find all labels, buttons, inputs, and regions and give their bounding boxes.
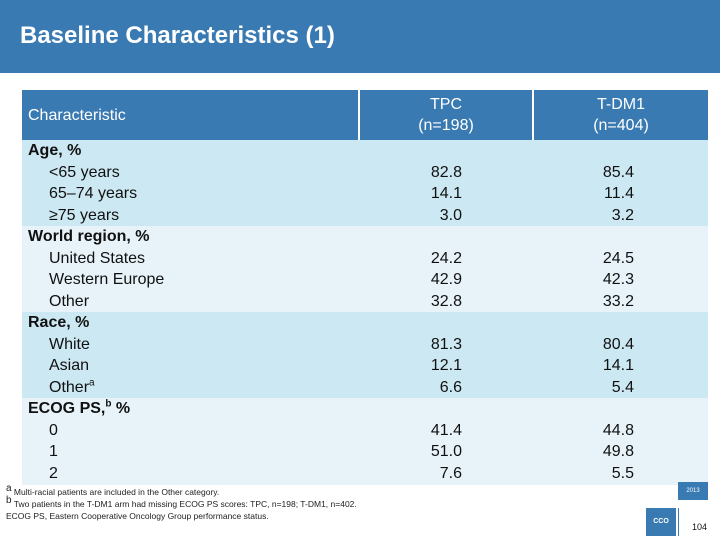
table-cell: 3.0 [439, 206, 462, 224]
tpc-values-age: 82.8 14.1 3.0 [402, 162, 462, 227]
row-label: White [49, 335, 90, 353]
table-cell: 5.4 [611, 378, 634, 396]
table-cell: 12.1 [430, 357, 462, 374]
slide-header: Baseline Characteristics (1) [0, 0, 720, 73]
table-cell: 33.2 [602, 292, 634, 310]
row-label: <65 years [49, 163, 120, 181]
table-header-row: Characteristic TPC (n=198) T-DM1 (n=404) [22, 90, 708, 140]
header-separator [358, 90, 360, 140]
footnote-b: b Two patients in the T-DM1 arm had miss… [6, 495, 357, 509]
cco-logo: CCO [646, 508, 676, 536]
table-cell: 44.8 [602, 421, 634, 439]
tdm1-values-race: 80.4 14.1 5.4 [574, 334, 634, 399]
row-label: 2 [49, 464, 58, 482]
row-label: Othera [49, 377, 95, 396]
group-label: ECOG PS,b % [28, 398, 131, 417]
footnote-marker: b [105, 398, 112, 410]
table-cell: 14.1 [602, 357, 634, 374]
table-cell: 41.4 [430, 421, 462, 439]
footnote-a: a Multi-racial patients are included in … [6, 483, 220, 497]
footnote-abbreviations: ECOG PS, Eastern Cooperative Oncology Gr… [6, 511, 269, 521]
header-characteristic: Characteristic [28, 107, 126, 124]
table-band [22, 226, 708, 312]
logo-divider [678, 508, 679, 536]
table-cell: 42.3 [602, 271, 634, 288]
group-world-region: World region, % United States Western Eu… [28, 226, 164, 312]
tdm1-values-age: 85.4 11.4 3.2 [574, 162, 634, 227]
table-cell: 6.6 [439, 378, 462, 396]
tdm1-values-ecog: 44.8 49.8 5.5 [574, 420, 634, 485]
tpc-values-race: 81.3 12.1 6.6 [402, 334, 462, 399]
row-label: Asian [49, 357, 90, 374]
header-tdm1-n: (n=404) [593, 117, 649, 134]
table-cell: 24.5 [602, 249, 634, 267]
row-label: Other [49, 292, 90, 310]
row-label: Western Europe [49, 271, 165, 288]
group-ecog: ECOG PS,b % 0 1 2 [28, 398, 130, 484]
header-tpc-name: TPC [430, 96, 462, 113]
table-cell: 42.9 [430, 271, 462, 288]
table-cell: 51.0 [430, 443, 462, 460]
table-cell: 14.1 [430, 185, 462, 202]
row-label: ≥75 years [49, 206, 120, 224]
tpc-values-ecog: 41.4 51.0 7.6 [402, 420, 462, 485]
group-label: Race, % [28, 314, 90, 331]
header-tpc: TPC (n=198) [360, 94, 532, 136]
table-cell: 80.4 [602, 335, 634, 353]
header-tpc-n: (n=198) [418, 117, 474, 134]
row-label: 0 [49, 421, 58, 439]
characteristics-table: Characteristic TPC (n=198) T-DM1 (n=404)… [22, 90, 708, 485]
slide-title: Baseline Characteristics (1) [20, 22, 335, 49]
table-cell: 32.8 [430, 292, 462, 310]
page-number: 104 [692, 522, 708, 532]
row-label: 1 [49, 443, 58, 460]
row-label: United States [49, 249, 146, 267]
table-cell: 82.8 [430, 163, 462, 181]
row-label: 65–74 years [49, 185, 138, 202]
tpc-values-region: 24.2 42.9 32.8 [402, 248, 462, 313]
header-tdm1: T-DM1 (n=404) [534, 94, 708, 136]
tdm1-values-region: 24.5 42.3 33.2 [574, 248, 634, 313]
table-cell: 3.2 [611, 206, 634, 224]
table-cell: 85.4 [602, 163, 634, 181]
group-label: Age, % [28, 142, 82, 159]
table-cell: 49.8 [602, 443, 634, 460]
group-race: Race, % White Asian Othera [28, 312, 95, 398]
table-cell: 11.4 [604, 185, 634, 202]
table-band [22, 312, 708, 398]
group-age: Age, % <65 years 65–74 years ≥75 years [28, 140, 137, 226]
footnotes: a Multi-racial patients are included in … [6, 483, 357, 522]
table-cell: 24.2 [430, 249, 462, 267]
year-badge: 2013 [678, 482, 708, 500]
table-cell: 7.6 [439, 464, 462, 482]
table-cell: 81.3 [430, 335, 462, 353]
header-separator [532, 90, 534, 140]
table-band [22, 140, 708, 226]
footnote-marker: a [89, 377, 95, 389]
table-cell: 5.5 [611, 464, 634, 482]
header-tdm1-name: T-DM1 [597, 96, 645, 113]
group-label: World region, % [28, 228, 150, 245]
table-band [22, 398, 708, 485]
